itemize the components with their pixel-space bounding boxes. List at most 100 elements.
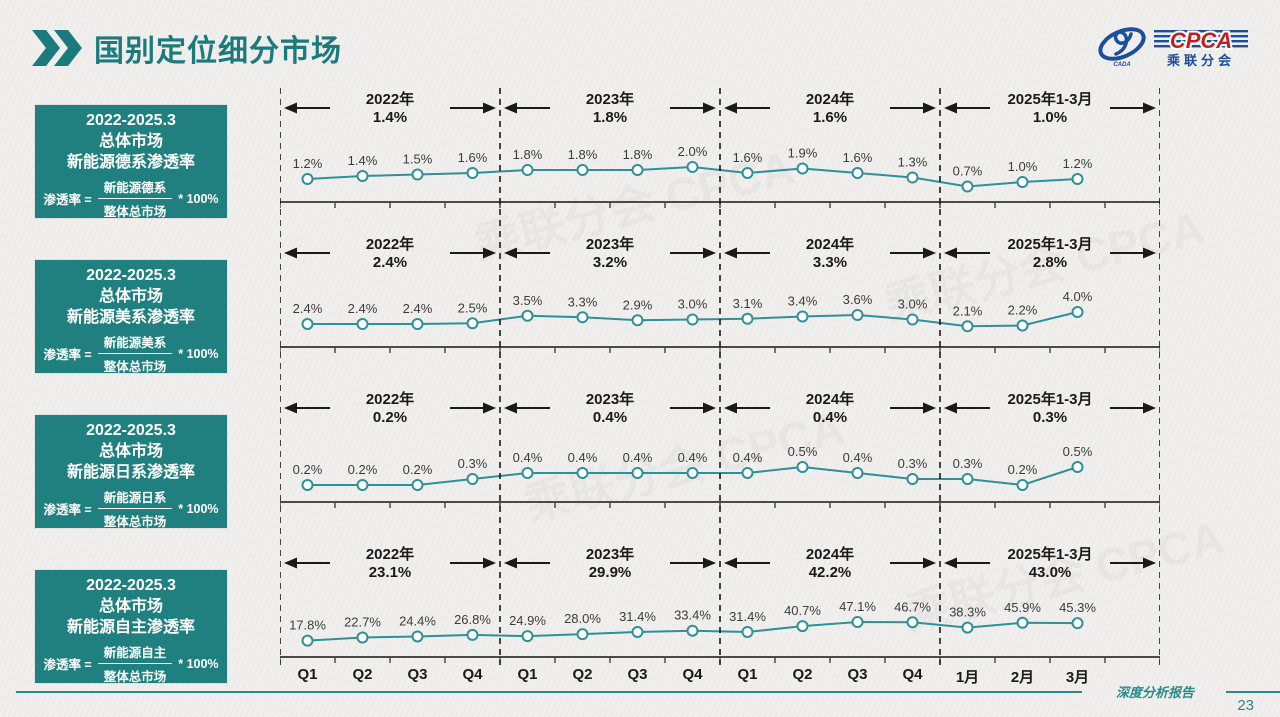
data-point — [796, 310, 809, 323]
data-point — [301, 634, 314, 647]
data-point — [686, 161, 699, 173]
svg-text:2022年: 2022年 — [366, 90, 414, 108]
box-market: 总体市场 — [98, 598, 163, 615]
x-axis-label: Q2 — [792, 666, 813, 683]
data-label: 22.7% — [344, 615, 381, 630]
data-point — [576, 467, 589, 479]
data-point — [466, 473, 479, 485]
data-label: 3.5% — [513, 293, 543, 308]
data-point — [796, 620, 809, 633]
data-point — [1071, 306, 1084, 318]
data-label: 1.2% — [1063, 156, 1093, 171]
data-label: 3.4% — [788, 294, 818, 309]
data-label: 3.3% — [568, 294, 598, 309]
svg-text:2023年: 2023年 — [586, 390, 634, 408]
svg-text:1.6%: 1.6% — [813, 109, 847, 126]
chart-row-german: 2022年1.4%2023年1.8%2024年1.6%2025年1-3月1.0%… — [280, 90, 1160, 208]
data-label: 3.6% — [843, 292, 873, 307]
data-label: 1.5% — [403, 152, 433, 167]
svg-text:2024年: 2024年 — [806, 545, 854, 563]
data-point — [356, 479, 369, 491]
data-label: 45.9% — [1004, 600, 1041, 615]
svg-text:42.2%: 42.2% — [809, 564, 852, 581]
double-chevron-icon — [32, 30, 82, 66]
data-point — [906, 473, 919, 485]
svg-text:CADA: CADA — [1113, 62, 1130, 68]
svg-text:1.0%: 1.0% — [1033, 109, 1067, 126]
data-point — [411, 318, 424, 330]
data-label: 2.1% — [953, 303, 983, 318]
x-axis-label: Q3 — [407, 666, 428, 683]
data-label: 1.8% — [513, 147, 543, 162]
data-label: 0.4% — [568, 450, 598, 465]
data-label: 0.4% — [623, 450, 653, 465]
data-point — [1016, 479, 1029, 491]
svg-text:2024年: 2024年 — [806, 235, 854, 253]
chart-row-domestic: 2022年23.1%2023年29.9%2024年42.2%2025年1-3月4… — [280, 545, 1160, 663]
data-label: 0.5% — [1063, 444, 1093, 459]
data-label: 24.4% — [399, 613, 436, 628]
data-point — [796, 162, 809, 175]
data-label: 0.3% — [898, 456, 928, 471]
data-point — [1071, 461, 1084, 473]
data-label: 3.1% — [733, 296, 763, 311]
svg-text:2025年1-3月: 2025年1-3月 — [1007, 545, 1092, 563]
data-label: 40.7% — [784, 603, 821, 618]
data-point — [356, 631, 369, 644]
data-label: 0.2% — [348, 462, 378, 477]
data-label: 0.4% — [733, 450, 763, 465]
data-point — [961, 621, 974, 634]
data-point — [411, 630, 424, 643]
formula: 渗透率 = 新能源美系 整体总市场 * 100% — [35, 332, 227, 375]
box-metric: 新能源美系渗透率 — [66, 309, 195, 326]
data-point — [961, 180, 974, 193]
x-axis-label: 2月 — [1010, 669, 1035, 686]
formula: 渗透率 = 新能源德系 整体总市场 * 100% — [35, 177, 227, 220]
data-point — [906, 171, 919, 184]
data-point — [961, 473, 974, 485]
data-label: 1.4% — [348, 153, 378, 168]
x-axis-label: Q1 — [517, 666, 538, 683]
footer-label: 深度分析报告 — [1115, 685, 1194, 700]
x-axis-label: Q2 — [572, 666, 593, 683]
data-point — [356, 318, 369, 330]
x-axis-label: Q3 — [627, 666, 648, 683]
segment-header: 2025年1-3月2.8% — [944, 235, 1156, 271]
data-point — [631, 314, 644, 327]
segment-header: 2025年1-3月0.3% — [944, 390, 1156, 426]
data-label: 1.6% — [843, 150, 873, 165]
box-market: 总体市场 — [98, 288, 163, 305]
data-point — [686, 313, 699, 326]
data-label: 0.3% — [458, 456, 488, 471]
x-axis-label: Q2 — [352, 666, 373, 683]
data-point — [356, 170, 369, 182]
svg-text:0.4%: 0.4% — [593, 409, 627, 426]
data-point — [1071, 173, 1084, 185]
data-point — [301, 479, 314, 491]
box-period: 2022-2025.3 — [86, 577, 176, 594]
svg-text:3.2%: 3.2% — [593, 254, 627, 271]
data-point — [576, 311, 589, 324]
svg-text:2023年: 2023年 — [586, 90, 634, 108]
data-label: 3.0% — [678, 297, 708, 312]
metric-box-domestic: 2022-2025.3 总体市场 新能源自主渗透率 渗透率 = 新能源自主 整体总… — [35, 570, 227, 684]
svg-text:2025年1-3月: 2025年1-3月 — [1007, 90, 1092, 108]
cpca-swoosh-icon: CADA — [1098, 27, 1146, 68]
svg-text:0.4%: 0.4% — [813, 409, 847, 426]
data-point — [906, 313, 919, 326]
data-point — [741, 626, 754, 638]
data-label: 0.7% — [953, 164, 983, 179]
page-header: 国别定位细分市场 — [30, 26, 342, 70]
data-point — [521, 630, 534, 643]
data-label: 1.6% — [458, 150, 488, 165]
data-point — [466, 628, 479, 641]
svg-text:2.4%: 2.4% — [373, 254, 407, 271]
data-point — [851, 616, 864, 628]
data-point — [1071, 617, 1084, 630]
data-label: 47.1% — [839, 599, 876, 614]
data-point — [1016, 616, 1029, 629]
data-label: 17.8% — [289, 618, 326, 633]
